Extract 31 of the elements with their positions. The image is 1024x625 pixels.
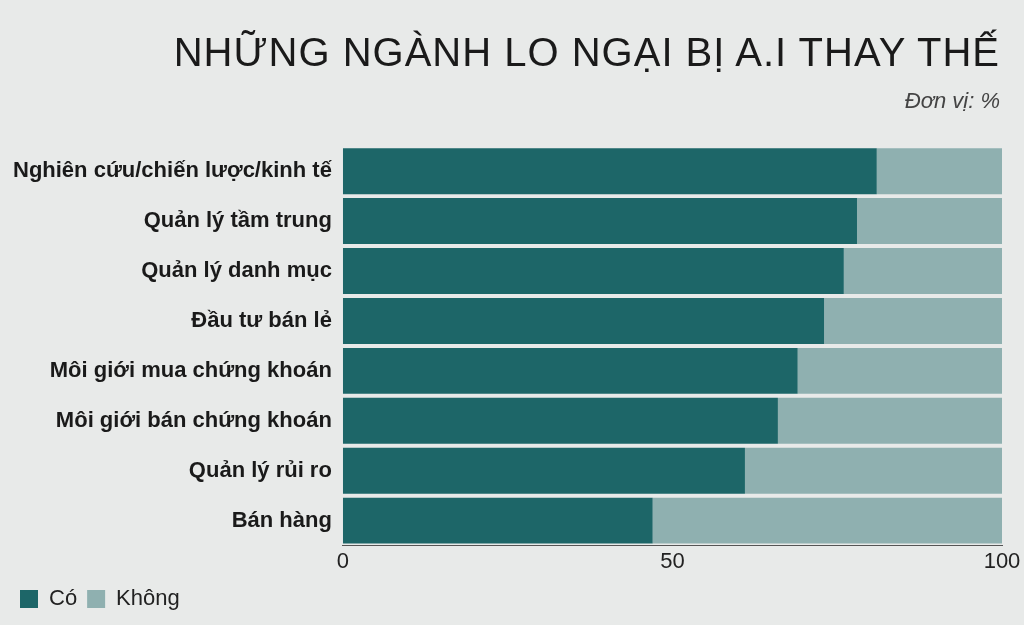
y-tick-label: Bán hàng	[231, 506, 332, 532]
bar	[342, 148, 877, 195]
y-tick-label: Quản lý tầm trung	[143, 207, 332, 233]
bar	[652, 497, 1002, 544]
bar	[777, 397, 1002, 444]
y-tick-label: Nghiên cứu/chiến lược/kinh tế	[12, 157, 333, 183]
bar	[342, 198, 857, 245]
x-tick-label: 0	[336, 547, 350, 573]
bar	[876, 148, 1002, 195]
bar	[342, 297, 825, 344]
legend-label: Không	[116, 585, 180, 611]
x-tick-label: 50	[660, 547, 685, 573]
bar	[342, 248, 844, 294]
bar	[342, 347, 798, 394]
bar	[824, 297, 1002, 344]
y-tick-label: Môi giới mua chứng khoán	[49, 356, 332, 382]
bar	[342, 497, 653, 544]
bar	[843, 248, 1002, 294]
y-tick-label: Môi giới bán chứng khoán	[55, 406, 332, 432]
bar	[342, 447, 745, 494]
chart-title: NHỮNG NGÀNH LO NGẠI BỊ A.I THAY THẾ	[173, 30, 1000, 75]
bar	[744, 447, 1002, 494]
y-tick-label: Đầu tư bán lẻ	[191, 307, 332, 332]
y-tick-label: Quản lý danh mục	[141, 257, 332, 283]
bar	[856, 198, 1002, 245]
bar	[797, 347, 1002, 394]
legend-label: Có	[49, 585, 78, 611]
chart-subtitle: Đơn vị: %	[904, 88, 1000, 114]
bar	[342, 397, 778, 444]
x-tick-label: 100	[983, 547, 1021, 573]
y-tick-label: Quản lý rủi ro	[188, 456, 332, 482]
